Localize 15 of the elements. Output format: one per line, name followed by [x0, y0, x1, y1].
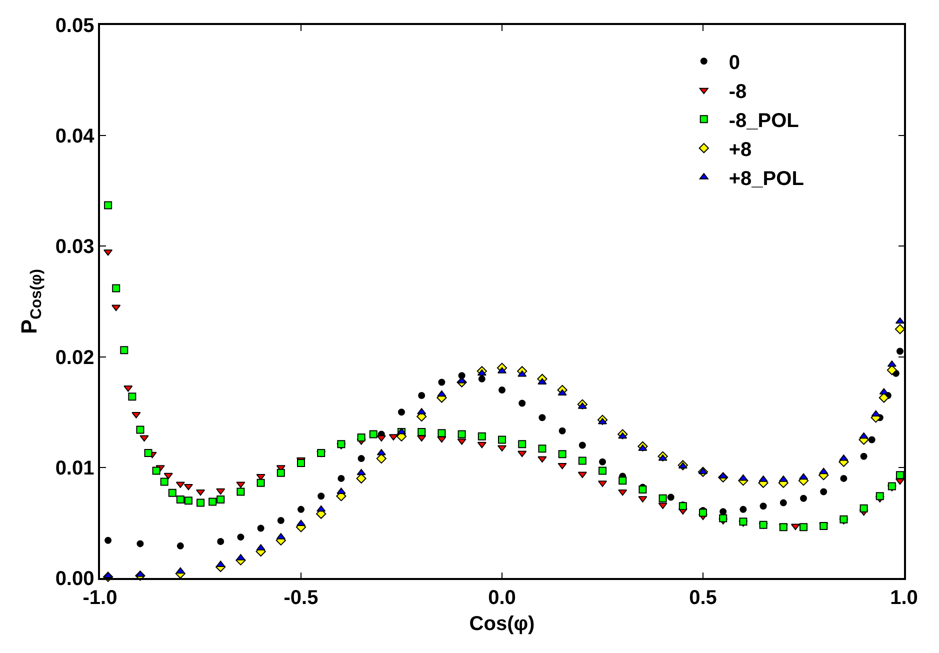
- legend-label: 0: [728, 52, 740, 74]
- x-axis-title: Cos(φ): [469, 612, 535, 635]
- x-tick-label: 1.0: [890, 586, 918, 609]
- x-tick-label: 0.5: [689, 586, 717, 609]
- y-tick-label: 0.02: [55, 346, 94, 369]
- legend-label: -8: [728, 80, 747, 103]
- x-tick-label: 0.0: [488, 586, 516, 609]
- y-tick-label: 0.03: [55, 236, 94, 258]
- x-tick-label: -0.5: [284, 586, 318, 609]
- y-tick-label: 0.05: [55, 15, 94, 37]
- y-tick-label: 0.01: [55, 457, 94, 480]
- y-tick-label: 0.04: [55, 126, 96, 148]
- legend-label: +8_POL: [728, 168, 804, 190]
- legend-label: -8_POL: [728, 110, 799, 132]
- legend-label: +8: [728, 138, 752, 161]
